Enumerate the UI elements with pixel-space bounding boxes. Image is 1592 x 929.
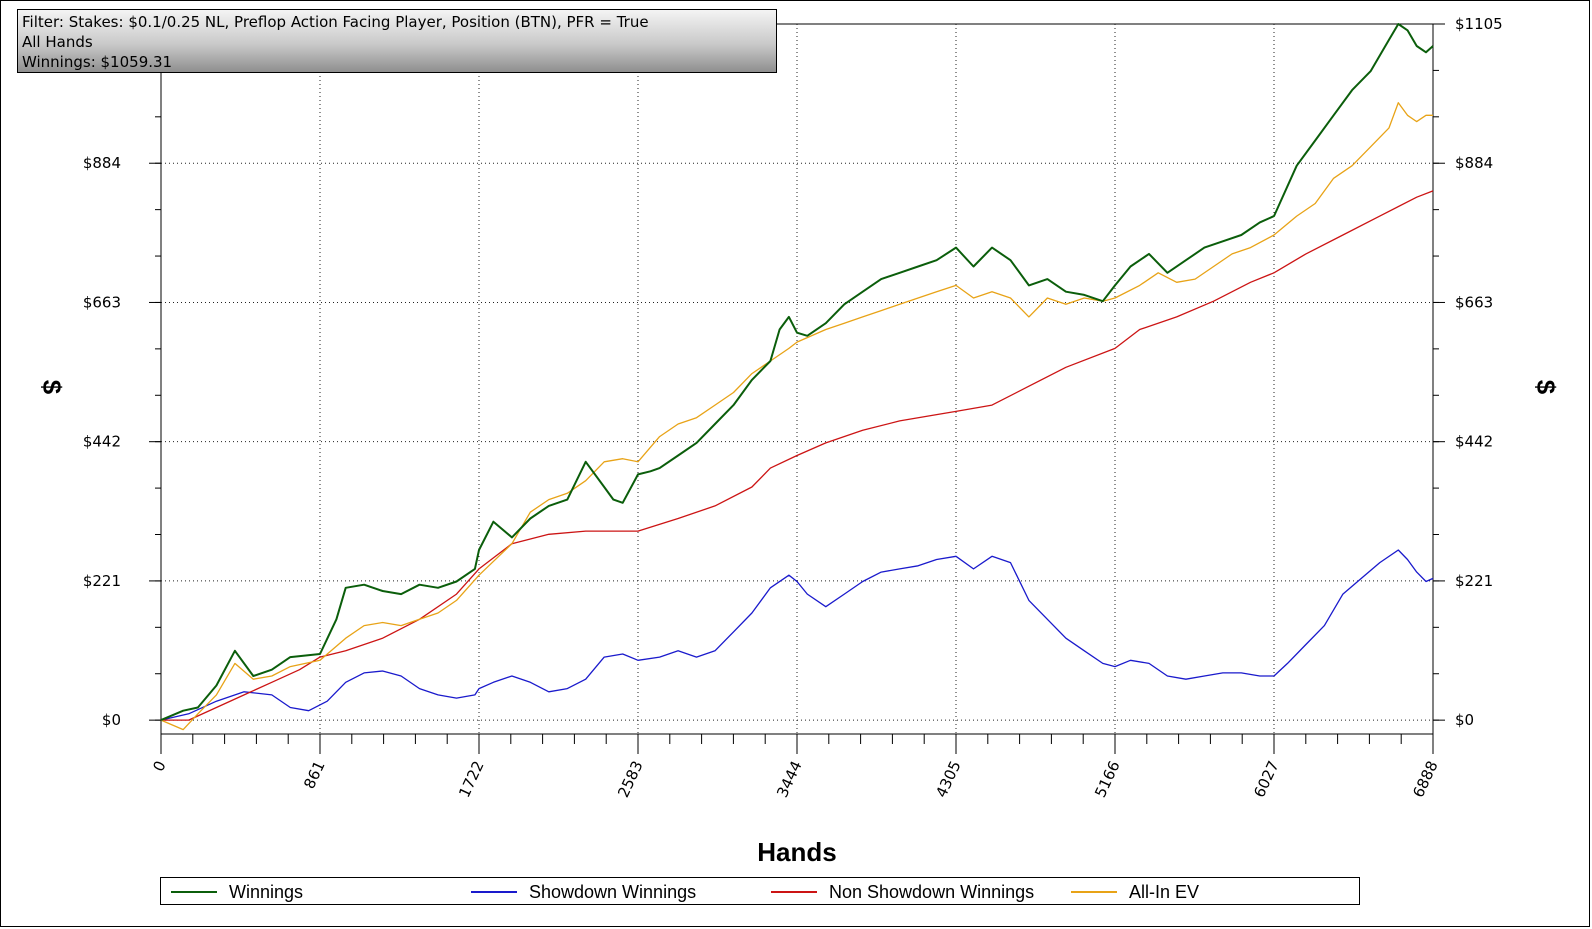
x-tick-label: 2583 (614, 758, 646, 800)
filter-info-box: Filter: Stakes: $0.1/0.25 NL, Preflop Ac… (17, 9, 777, 73)
axis-ticks (149, 23, 1445, 754)
tick-labels: 0 861 1722 2583 3444 4305 5166 6027 6888 $0 $0 $221… (73, 15, 1502, 800)
x-tick-label: 0 (149, 758, 169, 774)
y-tick-label-left: $0 (102, 711, 121, 729)
y-tick-label-left: $442 (83, 433, 121, 451)
legend-item-allin-ev: All-In EV (1071, 881, 1199, 903)
legend-item-non-showdown: Non Showdown Winnings (771, 881, 1034, 903)
grid-lines (160, 23, 1434, 735)
legend-label: Winnings (229, 881, 304, 902)
legend-swatch-showdown (471, 891, 517, 893)
x-tick-label: 3444 (773, 758, 805, 800)
series-lines (160, 23, 1434, 731)
plot-border (160, 23, 1434, 735)
x-tick-label: 861 (300, 758, 328, 792)
series-line-winnings (160, 23, 1434, 722)
x-tick-label: 1722 (455, 758, 487, 800)
legend-label: All-In EV (1129, 881, 1200, 902)
hands-scope-text: All Hands (22, 33, 93, 51)
legend-item-showdown: Showdown Winnings (471, 881, 696, 903)
y-tick-label-left: $884 (83, 154, 121, 172)
legend-item-winnings: Winnings (171, 881, 303, 903)
filter-text: Filter: Stakes: $0.1/0.25 NL, Preflop Ac… (22, 13, 649, 31)
y-tick-label-left: $663 (83, 293, 121, 311)
y-tick-label-right: $221 (1455, 572, 1493, 590)
series-line-all-in-ev (160, 102, 1433, 731)
y-tick-label-right: $884 (1455, 154, 1493, 172)
series-line-non-showdown-winnings (161, 190, 1434, 721)
y-axis-title-left: $ (37, 380, 67, 395)
legend-swatch-winnings (171, 891, 217, 893)
x-tick-label: 6888 (1409, 758, 1441, 800)
x-axis-title: Hands (757, 837, 836, 867)
y-tick-label-right: $0 (1455, 711, 1474, 729)
winnings-total-text: Winnings: $1059.31 (22, 53, 173, 71)
x-tick-label: 6027 (1250, 758, 1282, 800)
legend-swatch-allin-ev (1071, 891, 1117, 893)
legend-swatch-non-showdown (771, 891, 817, 893)
chart-legend: Winnings Showdown Winnings Non Showdown … (160, 877, 1360, 905)
legend-label: Non Showdown Winnings (829, 881, 1035, 902)
y-axis-title-right: $ (1531, 380, 1561, 395)
x-tick-label: 4305 (932, 758, 964, 800)
legend-label: Showdown Winnings (529, 881, 697, 902)
y-tick-label-right: $1105 (1455, 15, 1503, 33)
y-tick-label-left: $221 (83, 572, 121, 590)
y-tick-label-right: $663 (1455, 293, 1493, 311)
y-tick-label-right: $442 (1455, 433, 1493, 451)
series-line-showdown-winnings (160, 549, 1434, 721)
x-tick-label: 5166 (1091, 758, 1123, 800)
